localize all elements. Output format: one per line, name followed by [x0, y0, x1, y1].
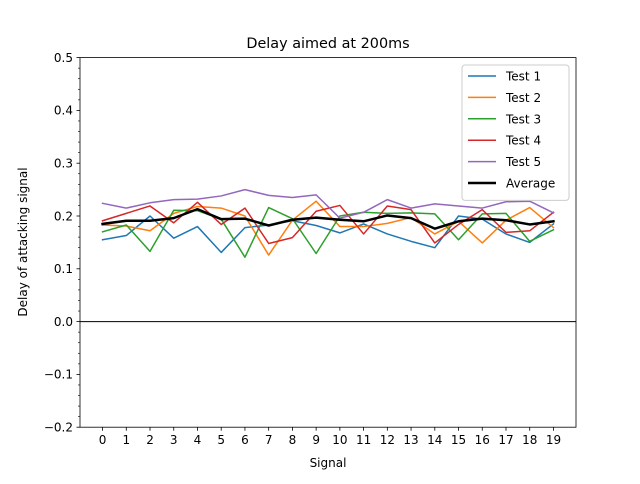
y-tick-label: 0.0: [54, 315, 73, 329]
legend: Test 1 Test 2 Test 3 Test 4 Test 5 Average: [461, 64, 570, 201]
legend-label: Test 1: [505, 70, 541, 84]
x-tick-label: 12: [380, 433, 395, 447]
x-tick-label: 16: [475, 433, 490, 447]
series-line-test-2: [101, 200, 555, 256]
x-tick-label: 10: [332, 433, 347, 447]
legend-frame: [461, 64, 570, 201]
plot-frame: [79, 57, 577, 428]
x-tick-label: 5: [217, 433, 225, 447]
y-tick-label: 0.4: [54, 104, 73, 118]
x-tick-label: 0: [99, 433, 107, 447]
x-tick-label: 15: [451, 433, 466, 447]
x-tick-label: 2: [146, 433, 154, 447]
x-tick-label: 4: [194, 433, 202, 447]
y-tick-label: −0.2: [44, 421, 73, 435]
legend-label: Test 5: [505, 155, 541, 169]
x-tick-label: 9: [312, 433, 320, 447]
legend-label: Test 4: [505, 134, 541, 148]
x-tick-label: 3: [170, 433, 178, 447]
legend-label: Test 3: [505, 112, 541, 126]
y-tick-label: 0.5: [54, 51, 73, 65]
y-tick-label: −0.1: [44, 368, 73, 382]
series-line-test-4: [101, 201, 555, 245]
x-tick-label: 6: [241, 433, 249, 447]
legend-label: Average: [506, 177, 555, 191]
y-axis-label: Delay of attacking signal: [16, 167, 30, 316]
legend-label: Test 2: [505, 91, 541, 105]
y-tick-label: 0.3: [54, 157, 73, 171]
axes: −0.2−0.10.00.10.20.30.40.50 1 2 3 4 5 6 7 8 9 10 11…: [44, 51, 577, 447]
series-line-average: [101, 207, 555, 230]
x-tick-label: 1: [122, 433, 130, 447]
x-tick-label: 14: [427, 433, 442, 447]
y-tick-label: 0.2: [54, 209, 73, 223]
x-tick-label: 11: [356, 433, 371, 447]
x-tick-label: 17: [498, 433, 513, 447]
x-tick-label: 13: [403, 433, 418, 447]
series-line-test-5: [101, 188, 555, 219]
series-lines: [101, 188, 555, 258]
x-tick-label: 8: [289, 433, 297, 447]
x-axis-label: Signal: [310, 456, 347, 470]
x-tick-label: 18: [522, 433, 537, 447]
x-tick-label: 7: [265, 433, 273, 447]
chart-title: Delay aimed at 200ms: [246, 36, 409, 52]
x-tick-label: 19: [546, 433, 561, 447]
y-tick-label: 0.1: [54, 262, 73, 276]
